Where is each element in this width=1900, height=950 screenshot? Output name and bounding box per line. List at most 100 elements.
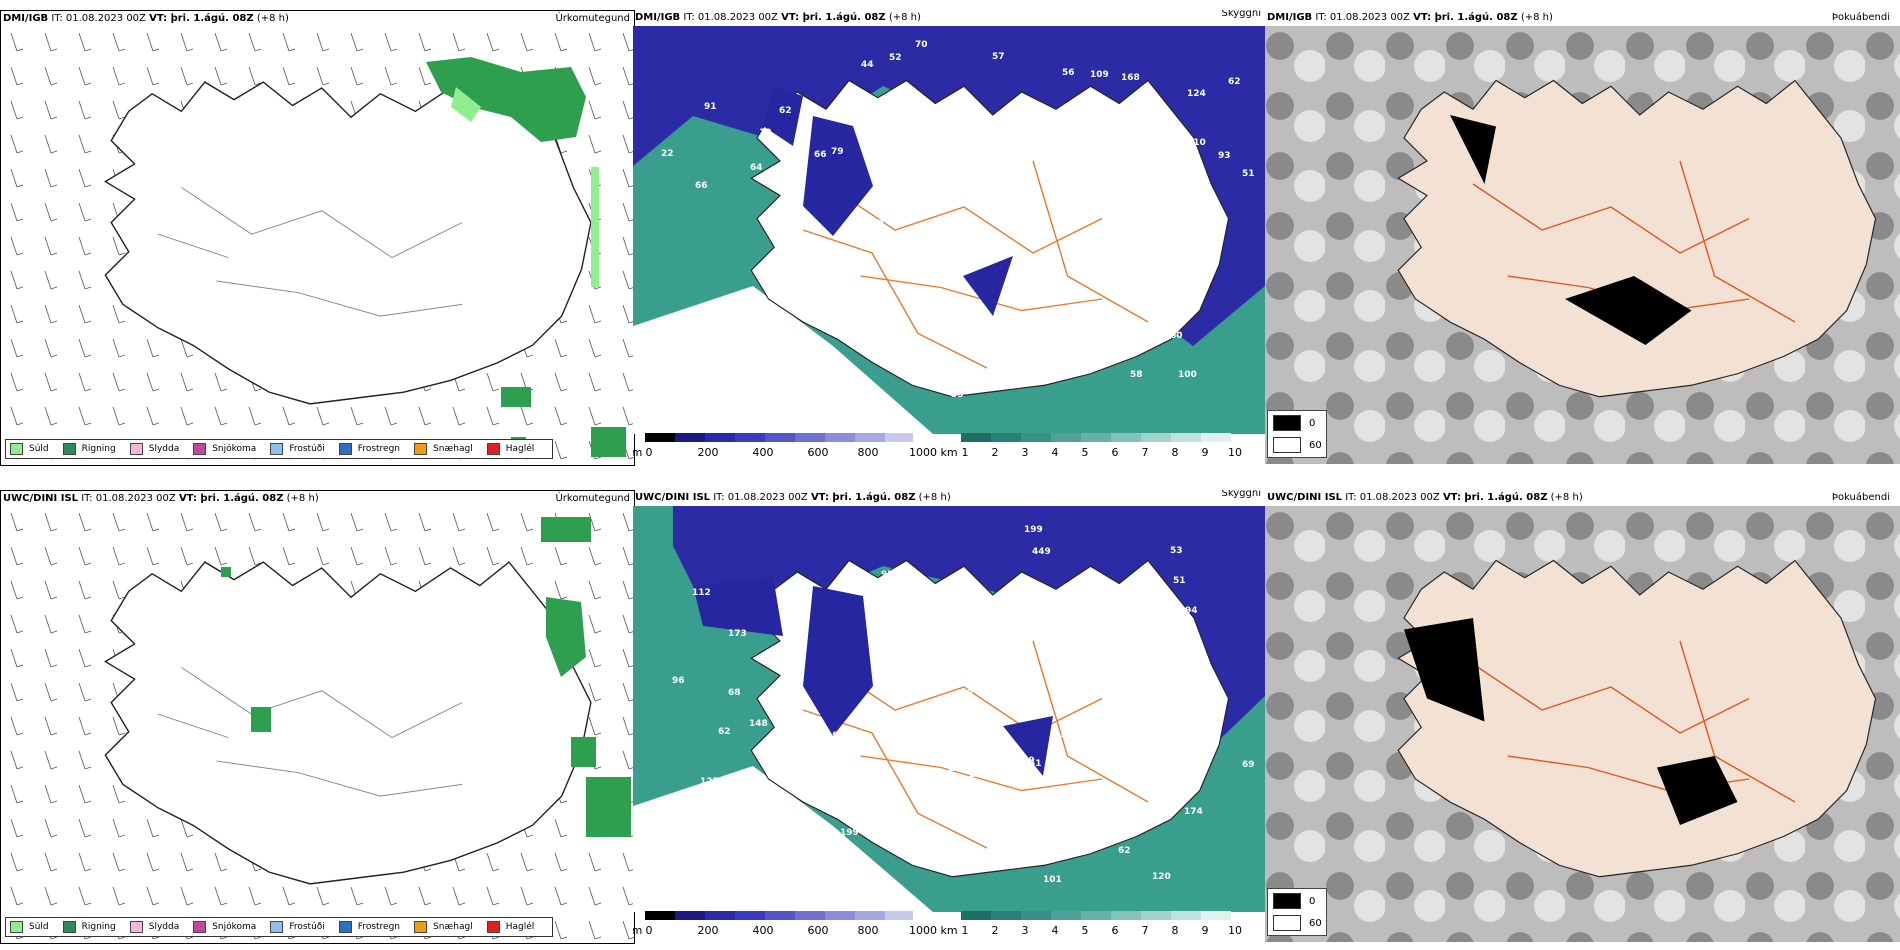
scale-tick: 400	[752, 446, 774, 459]
visibility-value-label: 66	[1028, 286, 1041, 296]
visibility-value-label: 55	[697, 307, 710, 317]
legend-swatch	[129, 443, 143, 455]
visibility-value-label: 199	[1024, 525, 1043, 535]
valid-time: VT: þri. 1.ágú. 08Z	[781, 12, 886, 23]
visibility-value-label: 62	[1228, 77, 1241, 87]
panel-title: Úrkomutegund	[555, 493, 630, 504]
visibility-value-label: 199	[840, 828, 859, 838]
scale-tick: 1	[961, 924, 969, 937]
visibility-scale-m: m 0 200 400 600 800 1000	[633, 432, 938, 460]
visibility-value-label: 51	[1173, 576, 1186, 586]
visibility-value-label: 432	[1054, 730, 1073, 740]
visibility-value-label: 208	[764, 339, 783, 349]
precip-legend-item: Frostúði	[270, 443, 325, 455]
iceland-outline	[104, 561, 592, 885]
visibility-value-label: 89	[1148, 740, 1161, 750]
scale-tick: 6	[1111, 924, 1119, 937]
precip-map[interactable]	[1, 27, 634, 465]
legend-swatch	[270, 921, 284, 933]
visibility-value-label: 57	[788, 197, 801, 207]
visibility-value-label: 110	[1187, 138, 1206, 148]
visibility-value-label: 93	[937, 609, 950, 619]
scale-tick: 4	[1051, 446, 1059, 459]
model-name: UWC/DINI ISL	[3, 493, 79, 504]
visibility-value-label: 168	[1121, 73, 1140, 83]
visibility-value-label: 62	[784, 730, 797, 740]
visibility-value-label: 52	[783, 297, 796, 307]
scale-tick: 9	[1201, 446, 1209, 459]
visibility-value-label: 50	[871, 219, 884, 229]
scale-tick: 400	[752, 924, 774, 937]
legend-swatch	[62, 443, 76, 455]
legend-label: Slydda	[148, 444, 180, 454]
scale-tick: 600	[807, 924, 829, 937]
visibility-value-label: 73	[1040, 601, 1053, 611]
iceland-outline	[104, 81, 592, 405]
scale-tick: 1	[961, 446, 969, 459]
legend-label: Snæhagl	[433, 444, 473, 454]
visibility-value-label: 163	[948, 713, 967, 723]
fog-legend: 0 60	[1267, 888, 1327, 936]
init-time: IT: 01.08.2023 00Z	[51, 13, 146, 24]
visibility-value-label: 72	[1064, 252, 1077, 262]
legend-label: Rigning	[81, 444, 116, 454]
visibility-value-label: 95	[676, 378, 689, 388]
legend-swatch	[10, 443, 23, 455]
scale-tick: 3	[1021, 924, 1029, 937]
visibility-value-label: 236	[752, 820, 771, 830]
visibility-value-label: 58	[1130, 370, 1143, 380]
precip-legend-item: Snæhagl	[414, 921, 473, 933]
fog-map[interactable]	[1265, 26, 1900, 464]
init-time: IT: 01.08.2023 00Z	[1315, 12, 1410, 23]
visibility-scale-km: km 1 2 3 4 5 6 7 8 9 10	[940, 910, 1263, 938]
visibility-value-label: 108	[1175, 720, 1194, 730]
precip-legend-item: Slydda	[129, 921, 179, 933]
legend-label: Haglél	[505, 444, 535, 454]
visibility-value-label: 51	[1242, 169, 1255, 179]
visibility-value-label: 110	[1013, 334, 1032, 344]
visibility-value-label: 52	[889, 53, 902, 63]
legend-swatch	[414, 921, 428, 933]
precip-legend-item: Snjókoma	[193, 921, 256, 933]
visibility-value-label: 272	[948, 764, 967, 774]
scale-tick: 800	[857, 924, 879, 937]
legend-label: Frostregn	[357, 444, 401, 454]
visibility-value-label: 54	[1071, 256, 1084, 266]
valid-time: VT: þri. 1.ágú. 08Z	[1413, 12, 1518, 23]
valid-time: VT: þri. 1.ágú. 08Z	[1442, 492, 1548, 503]
precip-legend-item: Haglél	[486, 921, 534, 933]
visibility-scale-km: km 1 2 3 4 5 6 7 8 9 10	[940, 432, 1263, 460]
precip-legend-item: Haglél	[486, 443, 535, 455]
legend-swatch	[193, 921, 207, 933]
fog-map[interactable]	[1265, 506, 1900, 942]
panel-title: Þokuábendi	[1831, 12, 1890, 23]
low-vis-area	[673, 506, 1265, 746]
precip-legend-item: Súld	[10, 443, 49, 455]
precip-legend: Súld Rigning Slydda Snjókoma Frostúði Frostre…	[5, 439, 554, 459]
precip-map[interactable]	[1, 507, 634, 943]
scale-tick: 7	[1141, 446, 1149, 459]
visibility-map[interactable]: 120 148 189 112 174 173 236 194 163 93 58 62 68 97 87 1…	[633, 506, 1265, 912]
panel-header: DMI/IGB IT: 01.08.2023 00Z VT: þri. 1.ág…	[1, 11, 634, 27]
visibility-value-label: 10	[759, 128, 772, 138]
fog-panel-row2: UWC/DINI ISL IT: 01.08.2023 00Z VT: þri.…	[1265, 490, 1900, 942]
visibility-value-label: 107	[1127, 577, 1146, 587]
visibility-value-label: 148	[749, 719, 768, 729]
lead-time: (+8 h)	[888, 12, 921, 23]
precip-legend: Súld Rigning Slydda Snjókoma Frostúði Frostre…	[5, 917, 554, 937]
visibility-value-label: 55	[717, 836, 730, 846]
iceland-outline	[1397, 559, 1877, 878]
visibility-value-label: 80	[872, 720, 885, 730]
scale-tick: 9	[1201, 924, 1209, 937]
visibility-value-label: 17	[961, 689, 974, 699]
visibility-value-label: 70	[915, 40, 928, 50]
visibility-value-label: 94	[1185, 606, 1198, 616]
legend-label: Rigning	[81, 922, 116, 932]
visibility-value-label: 96	[857, 761, 870, 771]
fog-legend-min: 0	[1309, 895, 1316, 907]
scale-unit: m	[633, 924, 643, 937]
visibility-value-label: 87	[979, 166, 992, 176]
visibility-map[interactable]: 100 66 124 50 50 51 46 49 55 79 153 208 180 87 54 91 52 5…	[633, 26, 1265, 434]
init-time: IT: 01.08.2023 00Z	[713, 492, 808, 503]
visibility-value-label: 51	[1029, 759, 1042, 769]
